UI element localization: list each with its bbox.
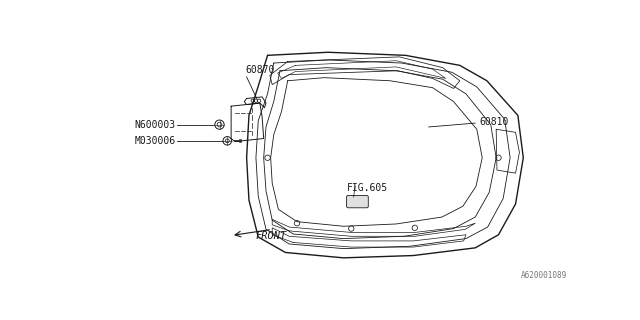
Text: FRONT: FRONT: [255, 231, 287, 241]
Text: A620001089: A620001089: [520, 271, 566, 280]
FancyBboxPatch shape: [347, 196, 368, 208]
Text: M030006: M030006: [134, 136, 175, 146]
Text: 60870: 60870: [245, 65, 275, 75]
Text: N600003: N600003: [134, 120, 175, 130]
Text: FIG.605: FIG.605: [348, 183, 388, 193]
Text: 60810: 60810: [479, 116, 509, 126]
